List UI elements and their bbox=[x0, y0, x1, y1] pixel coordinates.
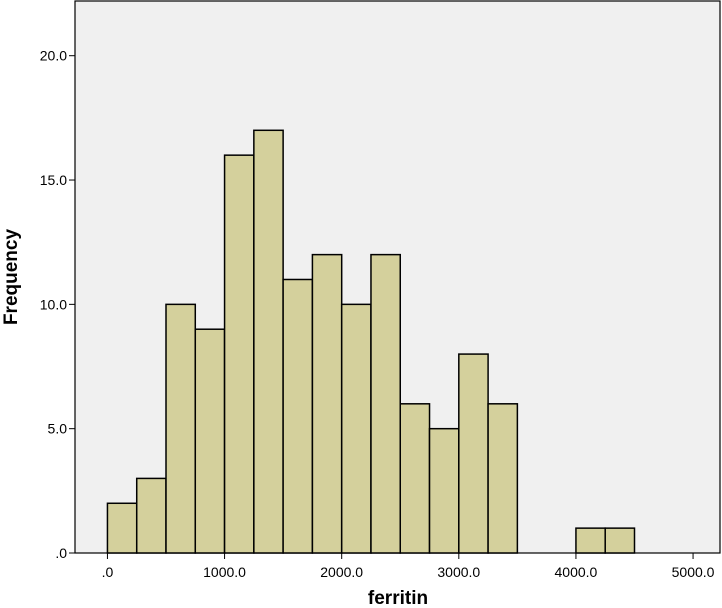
histogram-bar bbox=[487, 403, 519, 554]
histogram-bar bbox=[458, 353, 489, 554]
histogram-bar bbox=[253, 129, 284, 554]
histogram-bar bbox=[399, 403, 431, 554]
x-axis-ticks: .0 1000.0 2000.0 3000.0 4000.0 5000.0 bbox=[102, 553, 715, 580]
histogram-bar bbox=[282, 278, 314, 554]
histogram-bar bbox=[340, 303, 372, 554]
y-axis-ticks: .0 5.0 10.0 15.0 20.0 bbox=[40, 48, 75, 561]
x-tick-label: 4000.0 bbox=[555, 564, 598, 580]
histogram-bar bbox=[165, 303, 197, 554]
x-tick-label: 2000.0 bbox=[320, 564, 363, 580]
y-tick-label: 5.0 bbox=[48, 421, 68, 437]
histogram-bar bbox=[428, 427, 460, 554]
histogram-bar bbox=[311, 253, 343, 554]
y-axis-title: Frequency bbox=[1, 229, 22, 326]
x-tick-label: 3000.0 bbox=[437, 564, 480, 580]
histogram-bar bbox=[370, 253, 402, 554]
histogram-bar bbox=[106, 502, 138, 554]
bars-group bbox=[106, 129, 636, 554]
y-tick-label: 20.0 bbox=[40, 48, 67, 64]
histogram-bar bbox=[575, 527, 606, 554]
y-tick-label: 10.0 bbox=[40, 296, 67, 312]
x-tick-label: 5000.0 bbox=[672, 564, 715, 580]
x-tick-label: .0 bbox=[102, 564, 114, 580]
histogram-bar bbox=[604, 527, 636, 554]
y-tick-label: 15.0 bbox=[40, 172, 67, 188]
histogram-bar bbox=[194, 328, 226, 554]
x-axis-title: ferritin bbox=[368, 588, 428, 608]
histogram-bar bbox=[135, 477, 167, 554]
y-tick-label: .0 bbox=[55, 545, 67, 561]
x-tick-label: 1000.0 bbox=[203, 564, 246, 580]
histogram-bar bbox=[223, 154, 255, 554]
